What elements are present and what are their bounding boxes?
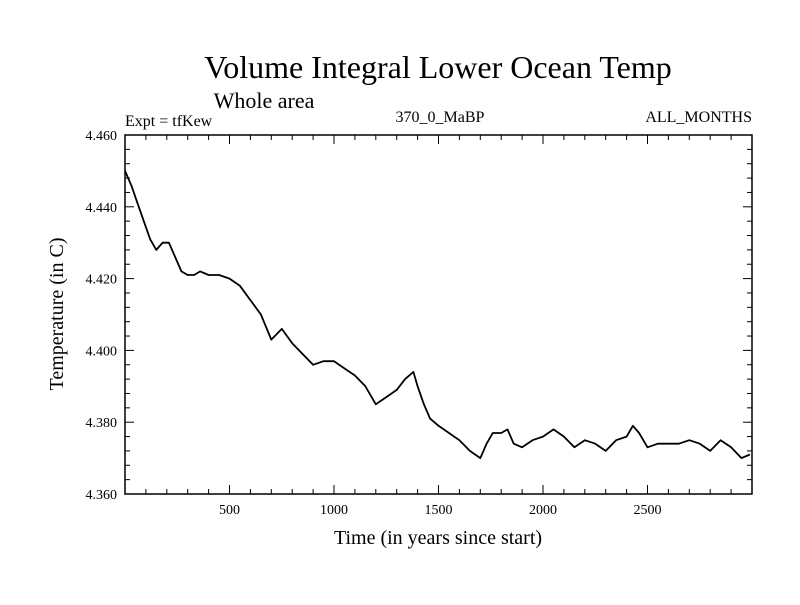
- annotation-expt: Expt = tfKew: [125, 113, 213, 130]
- x-tick-label: 2500: [634, 503, 662, 518]
- x-tick-label: 2000: [529, 503, 557, 518]
- y-axis-label: Temperature (in C): [46, 238, 68, 391]
- x-tick-label: 1500: [425, 503, 453, 518]
- annotation-months: ALL_MONTHS: [645, 109, 752, 126]
- x-axis-label: Time (in years since start): [334, 527, 542, 549]
- x-tick-label: 1000: [320, 503, 348, 518]
- y-tick-label: 4.460: [86, 129, 118, 144]
- x-tick-label: 500: [219, 503, 240, 518]
- annotation-run: 370_0_MaBP: [396, 109, 485, 126]
- y-tick-label: 4.360: [86, 488, 118, 503]
- plot-area: 4.360 4.380 4.400 4.420 4.440 4.460 500 1000 150…: [86, 129, 753, 518]
- chart-subtitle: Whole area: [214, 88, 315, 113]
- y-tick-label: 4.440: [86, 201, 118, 216]
- temperature-series-line: [124, 170, 751, 460]
- plot-frame: [124, 134, 753, 495]
- y-tick-label: 4.380: [86, 416, 118, 431]
- y-tick-label: 4.420: [86, 273, 118, 288]
- chart-title: Volume Integral Lower Ocean Temp: [204, 49, 672, 85]
- y-tick-label: 4.400: [86, 344, 118, 359]
